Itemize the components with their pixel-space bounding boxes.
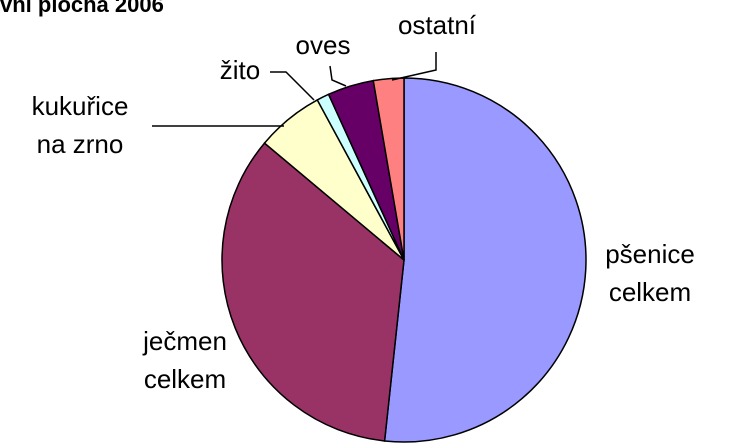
slice-label: oves bbox=[295, 30, 351, 60]
pie-slice bbox=[221, 142, 405, 442]
slice-label: ostatní bbox=[397, 10, 477, 40]
slice-label: žito bbox=[219, 55, 261, 85]
leader-line bbox=[270, 71, 315, 101]
slices bbox=[221, 77, 587, 443]
slice-label: ječmen celkem bbox=[143, 326, 227, 394]
leader-line bbox=[391, 52, 437, 81]
slice-label: kukuřice na zrno bbox=[31, 91, 129, 159]
pie-slice bbox=[383, 77, 587, 443]
slice-label: pšenice celkem bbox=[605, 239, 695, 307]
chart-title: vní plocha 2006 bbox=[0, 0, 164, 17]
leader-line bbox=[329, 65, 347, 87]
leader-lines bbox=[152, 52, 437, 127]
